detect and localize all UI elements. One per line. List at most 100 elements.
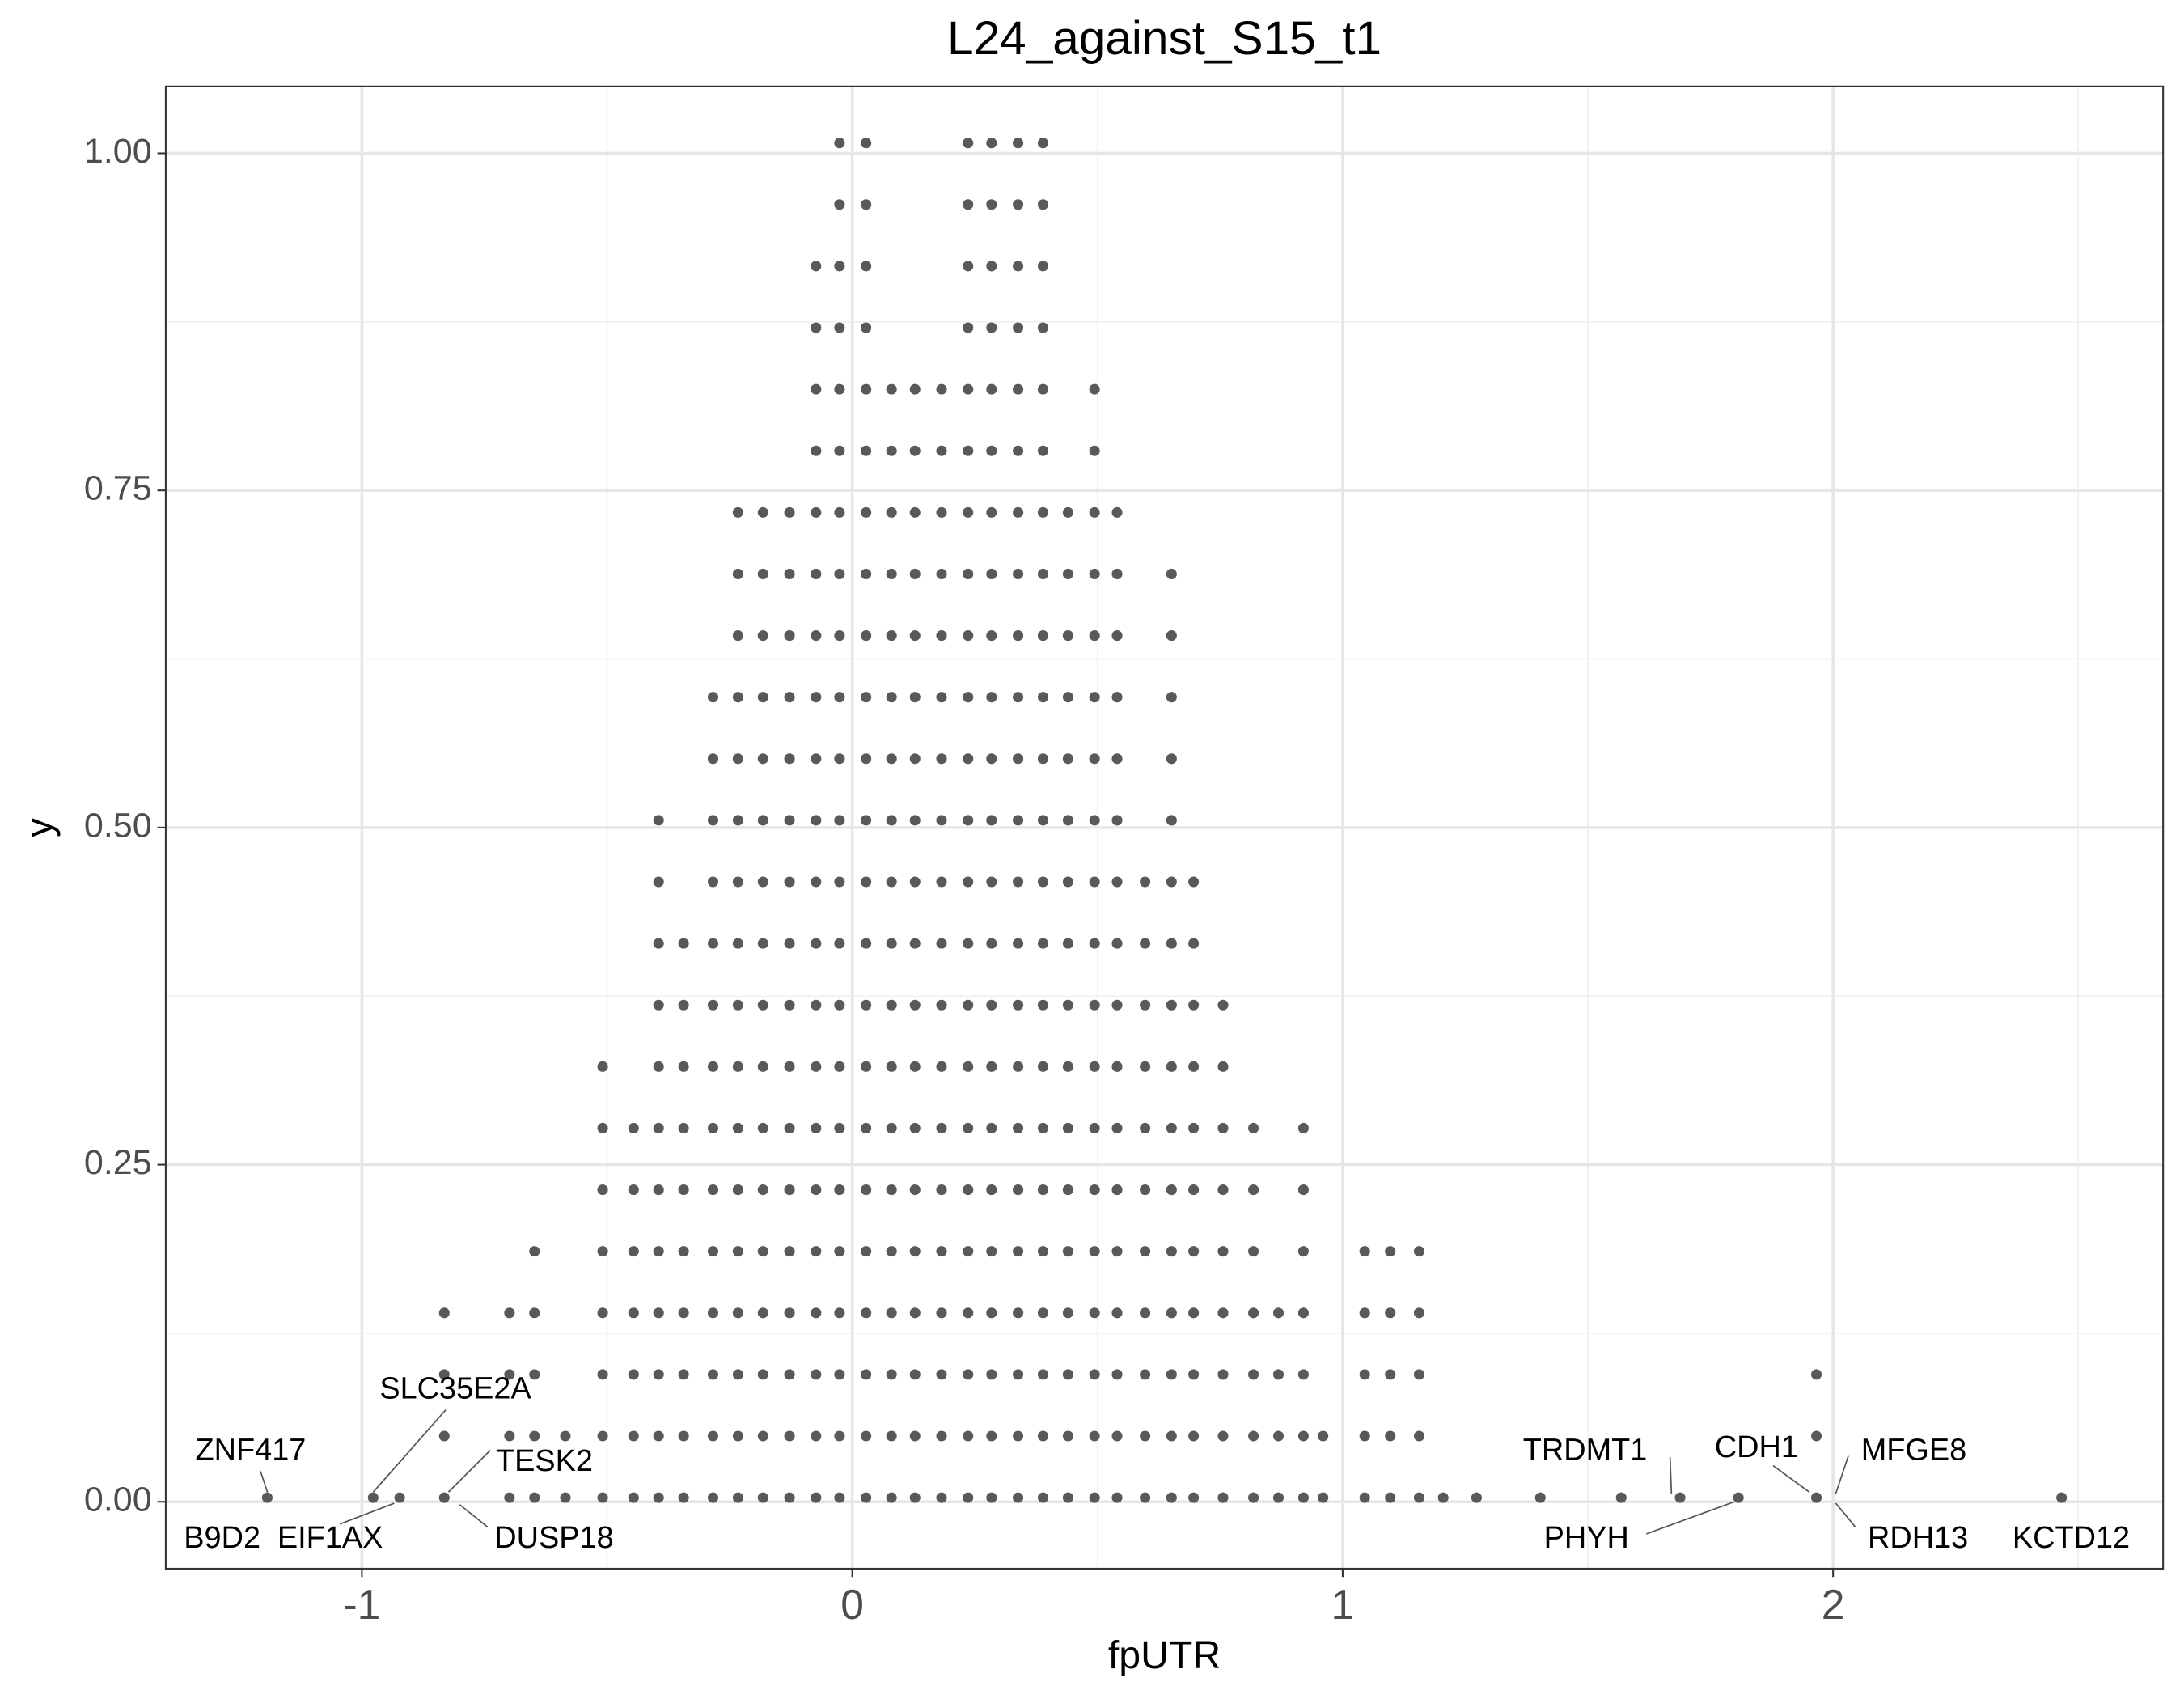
dot (811, 322, 822, 333)
dot (1413, 1430, 1425, 1442)
dot (1166, 630, 1177, 642)
dot (1359, 1492, 1370, 1503)
dot (1013, 753, 1024, 765)
dot (989, 86, 993, 87)
dot (811, 1061, 822, 1072)
dot (1037, 815, 1049, 826)
dot (707, 1061, 719, 1072)
dot (653, 1492, 664, 1503)
dot (1140, 1122, 1151, 1133)
annotation-leader (447, 1449, 491, 1493)
dot (886, 568, 897, 580)
dot (438, 1430, 450, 1442)
dot (936, 1184, 947, 1196)
dot (1037, 445, 1049, 456)
dot (1188, 1307, 1200, 1319)
dot (811, 383, 822, 395)
dot (1013, 568, 1024, 580)
dot (811, 938, 822, 949)
dot (811, 445, 822, 456)
dot (732, 1061, 743, 1072)
dot (367, 1492, 379, 1503)
dot (811, 999, 822, 1011)
dot (1674, 1492, 1686, 1503)
dot (1013, 322, 1024, 333)
dot (597, 1307, 608, 1319)
dot (1188, 876, 1200, 888)
dot (1013, 692, 1024, 703)
dot (963, 753, 974, 765)
dot (757, 753, 768, 765)
dot (936, 630, 947, 642)
dot (963, 815, 974, 826)
dot (986, 322, 997, 333)
dot (784, 815, 795, 826)
dot (861, 1369, 872, 1380)
dot (1811, 1369, 1822, 1380)
dot (653, 999, 664, 1011)
dot (1037, 1122, 1049, 1133)
dot (784, 1430, 795, 1442)
dot (886, 692, 897, 703)
dot (1188, 1184, 1200, 1196)
dot (1089, 383, 1100, 395)
dot (1140, 1061, 1151, 1072)
dot (909, 630, 921, 642)
dot (1111, 1430, 1123, 1442)
dot (1140, 876, 1151, 888)
dot (963, 506, 974, 518)
dot (1140, 938, 1151, 949)
dot (936, 1492, 947, 1503)
dot (1037, 630, 1049, 642)
dot (1166, 1246, 1177, 1257)
dot (986, 999, 997, 1011)
dot (1297, 1122, 1309, 1133)
dot (678, 1184, 689, 1196)
dot (861, 753, 872, 765)
dot (1318, 1430, 1329, 1442)
dot (1318, 1492, 1329, 1503)
dot (1037, 753, 1049, 765)
dot (1188, 1430, 1200, 1442)
annotation-leader (1835, 1502, 1856, 1527)
dot (1089, 1369, 1100, 1380)
dot (653, 1184, 664, 1196)
dot (529, 1307, 540, 1319)
dot (732, 1369, 743, 1380)
chart-title: L24_against_S15_t1 (947, 12, 1382, 65)
dot (834, 199, 845, 210)
dot (1013, 1430, 1024, 1442)
dot (886, 1492, 897, 1503)
dot (1111, 1184, 1123, 1196)
dot (886, 1184, 897, 1196)
y-axis-label: y (17, 818, 61, 837)
dot (1385, 1246, 1396, 1257)
dot (909, 383, 921, 395)
dot (1089, 1430, 1100, 1442)
dot (1062, 1122, 1073, 1133)
dot (834, 753, 845, 765)
dot (707, 1246, 719, 1257)
grid (165, 86, 2164, 1569)
dot (1013, 999, 1024, 1011)
dot (707, 692, 719, 703)
dot (1188, 1369, 1200, 1380)
dot (986, 199, 997, 210)
dot (834, 1307, 845, 1319)
dot (597, 1061, 608, 1072)
dot (1534, 1492, 1546, 1503)
dot (834, 261, 845, 272)
annotation: PHYH (1544, 1521, 1629, 1555)
dot (909, 1369, 921, 1380)
dot (1013, 383, 1024, 395)
dot (732, 1307, 743, 1319)
dot (936, 1061, 947, 1072)
dot (861, 138, 872, 149)
dot (1217, 999, 1229, 1011)
dot (1111, 938, 1123, 949)
dot (909, 1246, 921, 1257)
dot (628, 1122, 639, 1133)
dot (1272, 1307, 1285, 1319)
dot (678, 1369, 689, 1380)
